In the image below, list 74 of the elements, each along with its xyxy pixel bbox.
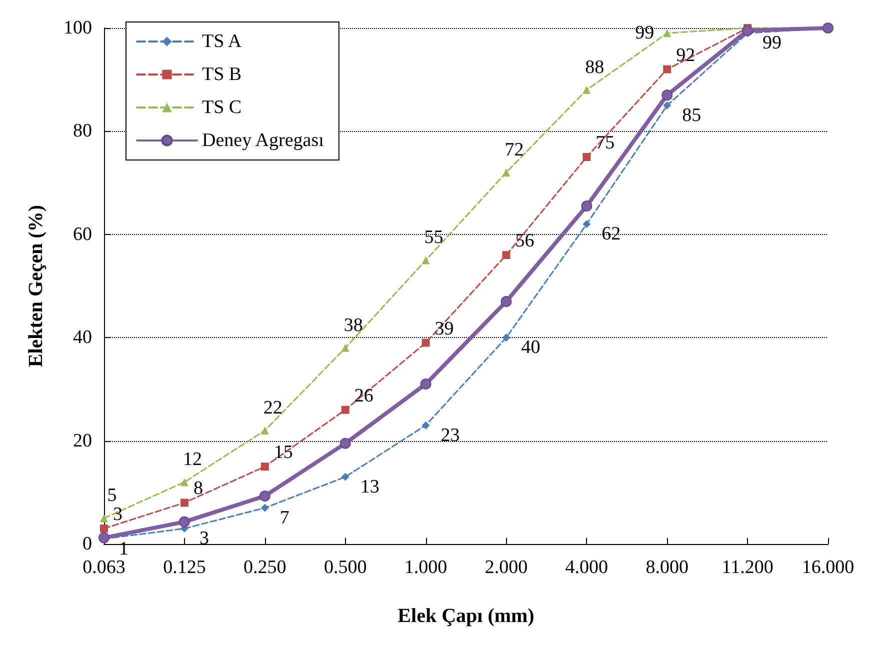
point xyxy=(663,29,672,38)
data-label: 62 xyxy=(602,224,621,245)
x-tick-label: 1.000 xyxy=(404,557,448,578)
data-label: 23 xyxy=(440,424,460,446)
point xyxy=(341,344,350,352)
x-tick-label: 0.250 xyxy=(244,557,286,578)
data-label: 22 xyxy=(263,397,282,418)
point xyxy=(582,220,591,228)
x-tick-label: 0.125 xyxy=(163,557,206,578)
data-label: 5 xyxy=(107,485,117,506)
point xyxy=(582,153,591,161)
point xyxy=(180,478,188,486)
point xyxy=(180,498,188,507)
point xyxy=(502,251,510,260)
x-tick-label: 0.500 xyxy=(324,557,367,578)
legend-label: TS C xyxy=(202,97,242,118)
data-label: 99 xyxy=(762,32,782,54)
data-label: 38 xyxy=(344,314,363,336)
x-tick-label: 16.000 xyxy=(802,557,854,578)
point xyxy=(260,462,269,471)
point xyxy=(260,504,269,512)
point xyxy=(422,338,430,347)
legend-label: TS B xyxy=(202,64,242,85)
data-label: 26 xyxy=(354,385,374,406)
point xyxy=(341,406,350,414)
data-label: 88 xyxy=(585,56,604,78)
y-tick-label: 100 xyxy=(64,18,92,38)
point xyxy=(260,426,269,434)
point xyxy=(422,256,430,264)
point xyxy=(340,438,351,449)
data-label: 85 xyxy=(682,104,702,126)
point xyxy=(422,421,430,430)
x-tick-label: 8.000 xyxy=(646,557,688,578)
point xyxy=(341,472,350,481)
y-tick-label: 40 xyxy=(73,327,92,348)
data-label: 39 xyxy=(434,318,454,340)
data-label: 99 xyxy=(635,22,654,44)
x-tick-label: 0.063 xyxy=(82,557,126,578)
y-tick-label: 20 xyxy=(73,430,92,452)
data-label: 12 xyxy=(182,449,202,470)
x-axis-title: Elek Çapı (mm) xyxy=(398,605,534,627)
point xyxy=(100,524,108,533)
data-label: 7 xyxy=(280,507,290,528)
point xyxy=(582,86,591,94)
data-label: 75 xyxy=(596,132,615,154)
point xyxy=(663,65,672,74)
data-label: 55 xyxy=(424,227,444,248)
point xyxy=(178,516,190,528)
data-label: 92 xyxy=(676,44,696,66)
point xyxy=(502,168,510,176)
point xyxy=(98,532,110,544)
y-axis-title: Elekten Geçen (%) xyxy=(25,204,47,368)
y-tick-label: 0 xyxy=(82,534,92,554)
point xyxy=(581,200,592,212)
data-label: 13 xyxy=(360,476,380,498)
x-tick-label: 4.000 xyxy=(565,557,608,578)
data-label: 72 xyxy=(504,139,524,160)
data-label: 40 xyxy=(521,337,540,358)
point xyxy=(500,296,512,307)
x-tick-label: 2.000 xyxy=(484,557,528,578)
point xyxy=(502,334,510,342)
point xyxy=(662,90,673,101)
data-label: 3 xyxy=(199,528,209,550)
point xyxy=(100,514,108,522)
point xyxy=(663,101,672,110)
y-tick-label: 60 xyxy=(73,224,92,245)
data-label: 8 xyxy=(193,478,203,500)
x-tick-label: 11.200 xyxy=(722,557,774,578)
point xyxy=(259,490,270,502)
legend-label: Deney Agregası xyxy=(202,130,324,151)
point xyxy=(742,25,754,36)
legend-label: TS A xyxy=(202,31,242,52)
y-tick-label: 80 xyxy=(73,120,92,142)
point xyxy=(420,378,432,390)
